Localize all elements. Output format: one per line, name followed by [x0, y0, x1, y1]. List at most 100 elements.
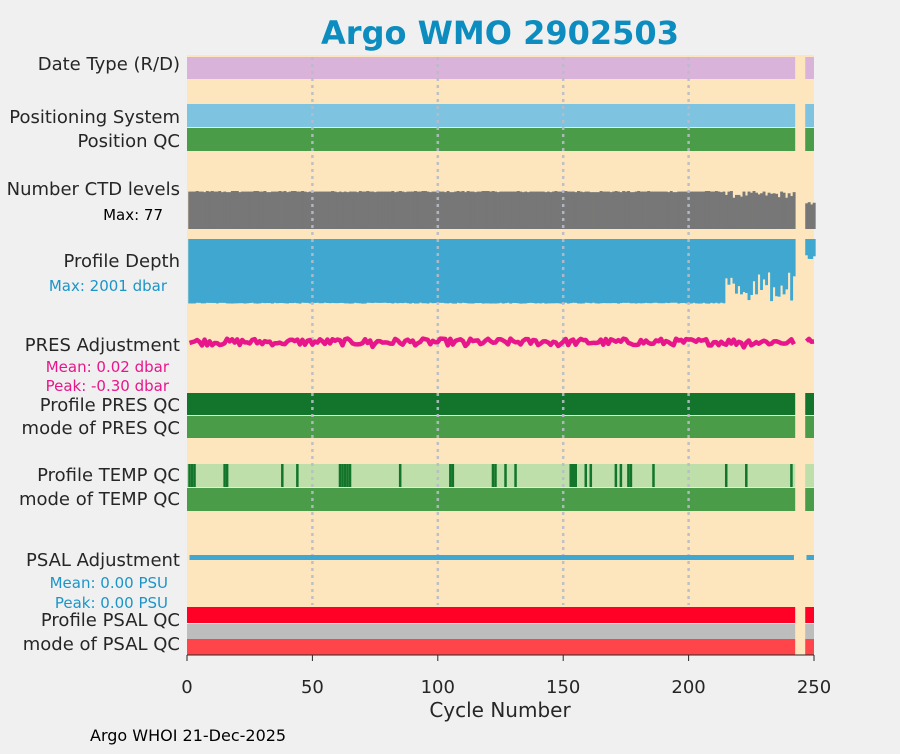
profile-depth-bar-55 — [323, 239, 327, 303]
x-tick-label-100: 100 — [421, 677, 455, 698]
ctd-levels-bar-247 — [805, 203, 809, 229]
profile-depth-bar-37 — [278, 239, 282, 304]
profile-depth-bar-133 — [519, 239, 523, 304]
ctd-levels-bar-72 — [366, 191, 370, 229]
profile-depth-bar-195 — [674, 239, 678, 303]
profile-depth-bar-24 — [245, 239, 249, 304]
ctd-levels-bar-134 — [521, 192, 525, 229]
ctd-levels-bar-105 — [449, 192, 452, 229]
profile-depth-bar-2 — [190, 239, 194, 304]
profile-depth-bar-12 — [215, 239, 219, 304]
ctd-levels-bar-140 — [536, 191, 540, 229]
ctd-levels-bar-25 — [248, 191, 252, 229]
profile-depth-bar-39 — [283, 239, 287, 304]
ctd-levels-bar-164 — [597, 192, 600, 229]
ctd-levels-bar-34 — [271, 191, 274, 229]
profile-depth-bar-205 — [699, 239, 703, 304]
profile-depth-bar-44 — [296, 239, 300, 304]
profile-depth-bar-249 — [810, 239, 814, 259]
bar-profile-psal-qc-segment-b — [805, 607, 814, 623]
profile-depth-bar-191 — [664, 239, 668, 303]
ctd-levels-bar-189 — [659, 191, 663, 229]
ctd-levels-bar-39 — [283, 191, 287, 229]
temp-qc-flag-106 — [451, 464, 455, 487]
profile-depth-bar-194 — [672, 239, 676, 303]
ctd-levels-bar-44 — [296, 191, 300, 229]
ctd-levels-bar-8 — [205, 191, 209, 229]
profile-depth-bar-53 — [318, 239, 322, 304]
ctd-levels-bar-156 — [576, 191, 580, 229]
ctd-levels-bar-208 — [707, 191, 711, 229]
label-mode-psal-qc: mode of PSAL QC — [23, 634, 180, 655]
ctd-levels-bar-49 — [308, 191, 312, 229]
ctd-levels-bar-58 — [331, 191, 335, 229]
ctd-levels-bar-175 — [624, 191, 628, 229]
temp-qc-flag-2 — [190, 464, 194, 487]
temp-qc-flag-62 — [341, 464, 344, 487]
profile-depth-bar-35 — [273, 239, 277, 303]
ctd-levels-bar-218 — [732, 197, 736, 229]
profile-depth-bar-219 — [734, 239, 738, 294]
ctd-levels-bar-74 — [371, 191, 375, 229]
ctd-levels-bar-24 — [245, 191, 249, 229]
x-tick-label-200: 200 — [671, 677, 705, 698]
ctd-levels-bar-202 — [692, 191, 696, 229]
profile-depth-bar-46 — [301, 239, 305, 303]
profile-depth-bar-172 — [617, 239, 621, 304]
profile-depth-bar-17 — [228, 239, 232, 304]
profile-depth-bar-30 — [260, 239, 264, 303]
temp-qc-flag-16 — [225, 464, 229, 487]
ctd-levels-bar-117 — [479, 191, 483, 229]
profile-depth-bar-3 — [193, 239, 197, 304]
profile-depth-bar-7 — [203, 239, 207, 304]
ctd-levels-bar-64 — [346, 192, 350, 229]
ctd-levels-bar-227 — [755, 192, 758, 229]
profile-depth-bar-56 — [326, 239, 330, 303]
profile-depth-bar-81 — [388, 239, 392, 303]
ctd-levels-bar-152 — [566, 191, 570, 229]
profile-depth-bar-181 — [639, 239, 643, 304]
profile-depth-bar-201 — [689, 239, 693, 304]
profile-depth-bar-221 — [740, 239, 743, 295]
bar-profile-pres-qc-segment-b — [805, 393, 814, 415]
label-ctd-max: Max: 77 — [103, 206, 163, 224]
profile-depth-bar-93 — [418, 239, 422, 303]
ctd-levels-bar-171 — [614, 191, 618, 229]
profile-depth-bar-248 — [807, 239, 811, 259]
profile-depth-bar-161 — [589, 239, 593, 304]
profile-depth-bar-142 — [541, 239, 545, 303]
profile-depth-bar-209 — [709, 239, 713, 303]
profile-depth-bar-247 — [805, 239, 809, 256]
ctd-levels-bar-241 — [790, 196, 794, 229]
profile-depth-bar-115 — [474, 239, 478, 304]
profile-depth-bar-62 — [341, 239, 345, 303]
ctd-levels-bar-15 — [223, 191, 227, 229]
profile-depth-bar-23 — [243, 239, 247, 304]
ctd-levels-bar-220 — [737, 194, 741, 229]
profile-depth-bar-87 — [403, 239, 407, 303]
profile-depth-bar-214 — [722, 239, 726, 304]
profile-depth-bar-104 — [446, 239, 450, 304]
profile-depth-bar-239 — [785, 239, 789, 290]
profile-depth-bar-70 — [361, 239, 365, 304]
ctd-levels-bar-173 — [619, 192, 623, 229]
label-psal-mean: Mean: 0.00 PSU — [50, 574, 168, 592]
ctd-levels-bar-71 — [363, 191, 367, 229]
ctd-levels-bar-53 — [318, 191, 322, 229]
profile-depth-bar-185 — [649, 239, 653, 304]
ctd-levels-bar-124 — [496, 192, 500, 229]
ctd-levels-bar-81 — [388, 191, 392, 229]
ctd-levels-bar-10 — [210, 191, 214, 229]
profile-depth-bar-211 — [714, 239, 718, 303]
ctd-levels-bar-209 — [709, 191, 713, 229]
profile-depth-bar-28 — [255, 239, 259, 304]
temp-qc-flag-105 — [449, 464, 452, 487]
temp-qc-flag-38 — [281, 464, 284, 487]
profile-depth-bar-15 — [223, 239, 227, 303]
ctd-levels-bar-61 — [338, 191, 342, 229]
ctd-levels-bar-51 — [313, 191, 317, 229]
ctd-levels-bar-210 — [712, 191, 716, 229]
profile-depth-bar-109 — [459, 239, 463, 304]
profile-depth-bar-151 — [564, 239, 568, 303]
ctd-levels-bar-108 — [456, 191, 460, 229]
